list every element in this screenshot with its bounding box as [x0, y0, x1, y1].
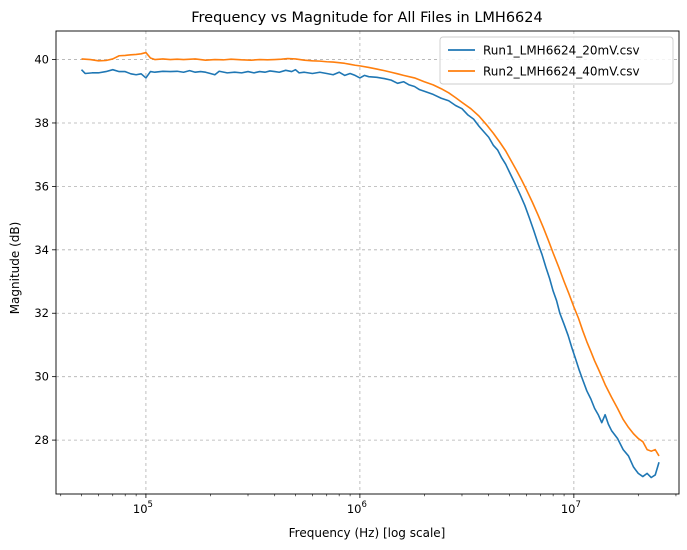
series-line-1: [80, 68, 660, 479]
y-tick-label: 36: [34, 179, 49, 193]
x-tick-label: 106: [347, 500, 367, 516]
plot-lines: [80, 51, 660, 479]
series-line-2: [81, 51, 660, 457]
legend-box: [439, 36, 674, 85]
x-axis-label: Frequency (Hz) [log scale]: [289, 526, 446, 540]
legend-label: Run2_LMH6624_40mV.csv: [483, 65, 640, 79]
chart-title: Frequency vs Magnitude for All Files in …: [191, 10, 542, 26]
y-tick-label: 34: [34, 243, 49, 257]
y-tick-label: 38: [34, 116, 49, 130]
y-tick-label: 30: [34, 370, 49, 384]
y-tick-label: 40: [34, 53, 49, 67]
y-axis-ticks: 28 30 32 34 36 38 40: [34, 53, 56, 447]
x-axis-ticks: 105 106 107: [60, 494, 677, 516]
plot-frame: [55, 30, 680, 495]
legend: Run1_LMH6624_20mV.csv Run2_LMH6624_40mV.c…: [439, 36, 674, 85]
x-tick-label: 105: [133, 500, 153, 516]
y-tick-label: 32: [34, 306, 49, 320]
x-tick-label: 107: [561, 500, 581, 516]
y-tick-label: 28: [34, 433, 49, 447]
y-axis-label: Magnitude (dB): [8, 222, 22, 315]
legend-label: Run1_LMH6624_20mV.csv: [483, 44, 640, 58]
